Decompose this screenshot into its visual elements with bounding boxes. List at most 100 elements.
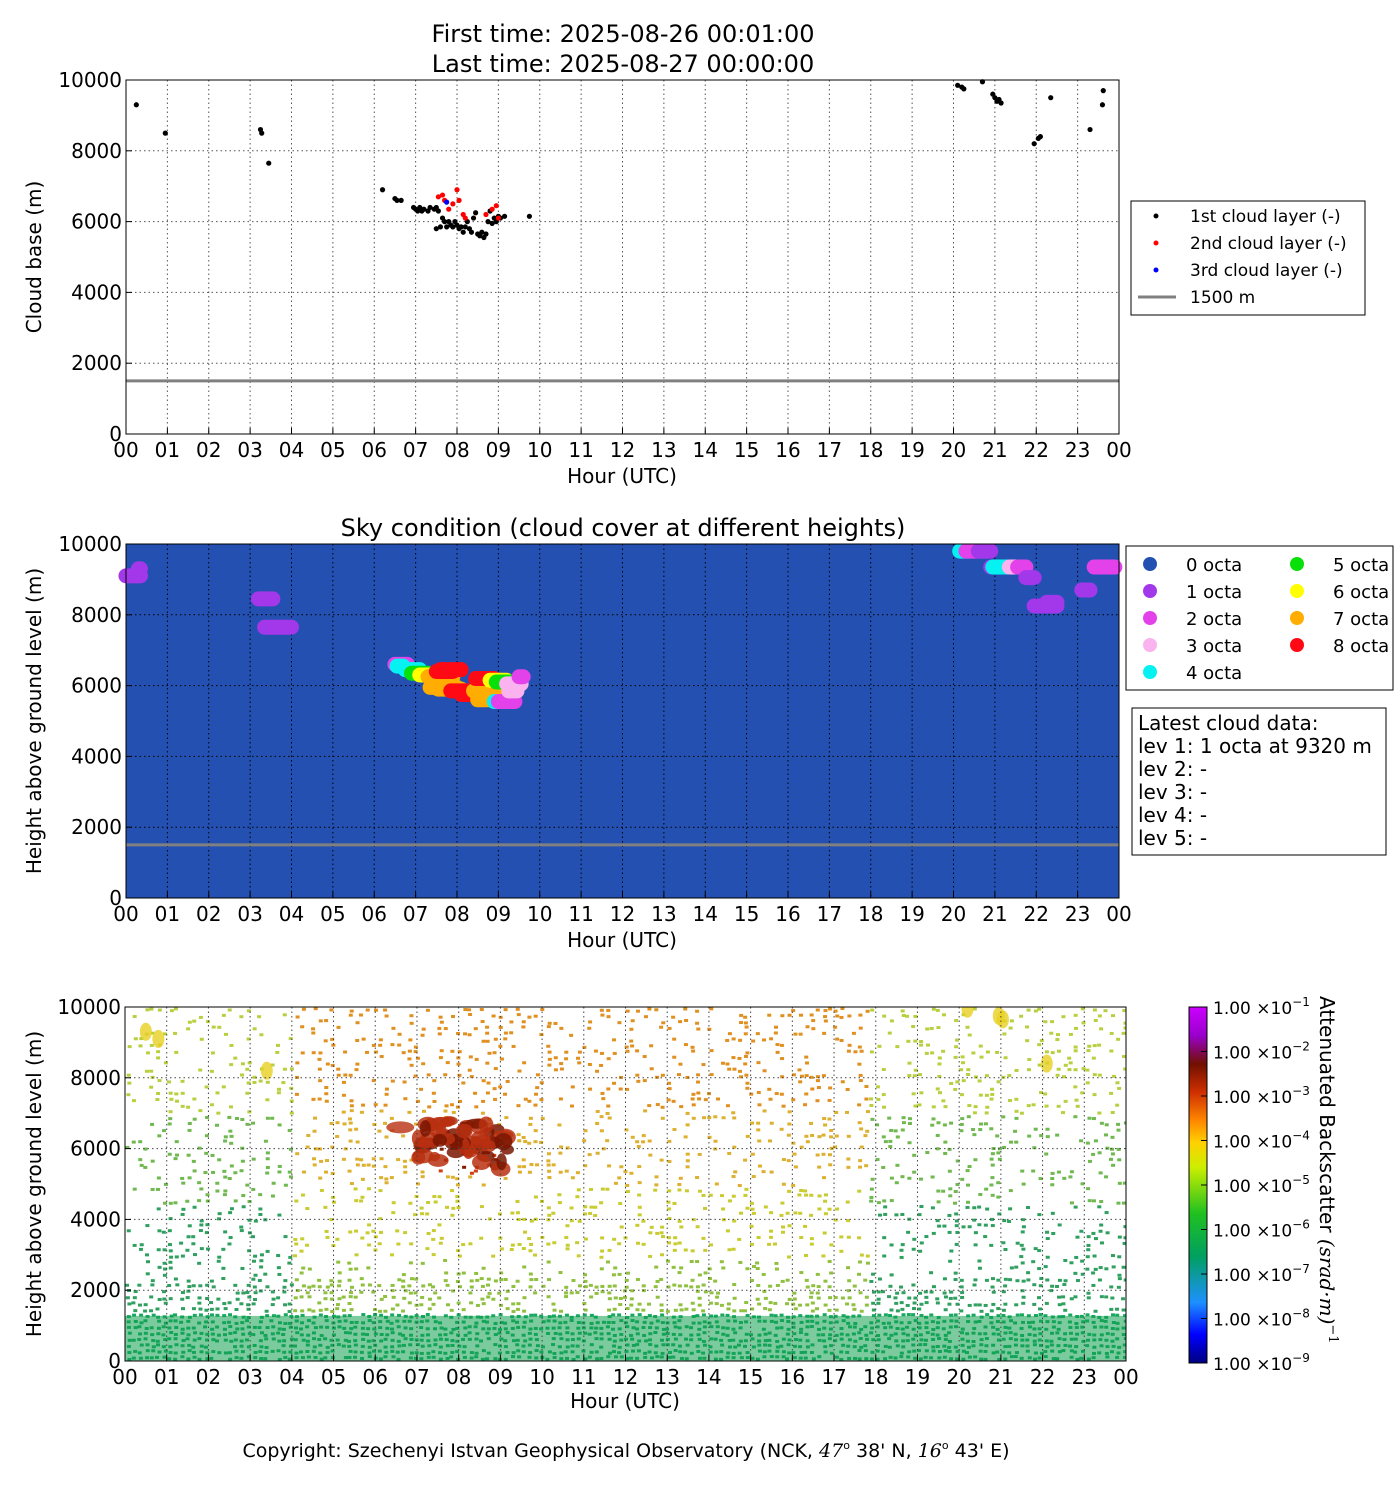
backscatter-cell bbox=[1093, 1237, 1098, 1241]
backscatter-cell bbox=[647, 1104, 652, 1108]
backscatter-cell bbox=[839, 1249, 844, 1253]
x-tick-label: 18 bbox=[863, 1365, 888, 1389]
backscatter-cell bbox=[227, 1177, 232, 1181]
backscatter-cell bbox=[930, 1123, 935, 1127]
backscatter-cell bbox=[1075, 1235, 1080, 1239]
backscatter-cell bbox=[877, 1313, 882, 1317]
backscatter-cell bbox=[180, 1104, 185, 1108]
backscatter-cell bbox=[186, 1105, 191, 1109]
backscatter-cell bbox=[785, 1211, 790, 1215]
backscatter-cell bbox=[516, 1302, 521, 1306]
x-tick-label: 21 bbox=[982, 902, 1007, 926]
backscatter-cell bbox=[606, 1015, 611, 1019]
backscatter-cell bbox=[611, 1313, 616, 1317]
backscatter-cell bbox=[145, 1253, 150, 1257]
backscatter-cell bbox=[564, 1169, 569, 1173]
backscatter-cell bbox=[191, 1235, 196, 1239]
backscatter-cell bbox=[487, 1051, 492, 1055]
backscatter-cell bbox=[690, 1249, 695, 1253]
backscatter-cell bbox=[1001, 1314, 1006, 1318]
backscatter-cell bbox=[209, 1069, 214, 1073]
backscatter-cell bbox=[383, 1121, 388, 1125]
backscatter-cell bbox=[1050, 1171, 1055, 1175]
backscatter-cell bbox=[131, 1140, 136, 1144]
backscatter-cell bbox=[131, 1301, 136, 1305]
backscatter-cell bbox=[582, 1139, 587, 1143]
backscatter-cell bbox=[437, 1195, 442, 1199]
cloud-backscatter-blob bbox=[455, 1123, 473, 1139]
backscatter-cell bbox=[1045, 1237, 1050, 1241]
backscatter-cell bbox=[504, 1297, 509, 1301]
backscatter-cell bbox=[575, 1056, 580, 1060]
backscatter-cell bbox=[301, 1266, 306, 1270]
backscatter-cell bbox=[179, 1241, 184, 1245]
backscatter-cell bbox=[288, 1037, 293, 1041]
backscatter-cell bbox=[894, 1301, 899, 1305]
backscatter-cell bbox=[396, 1313, 401, 1317]
backscatter-cell bbox=[907, 1176, 912, 1180]
cloud-base-point-layer1 bbox=[379, 187, 386, 193]
backscatter-cell bbox=[348, 1267, 353, 1271]
backscatter-cell bbox=[600, 1013, 605, 1017]
backscatter-cell bbox=[857, 1236, 862, 1240]
backscatter-cell bbox=[876, 1201, 881, 1205]
backscatter-cell bbox=[1069, 1201, 1074, 1205]
backscatter-cell bbox=[187, 1121, 192, 1125]
backscatter-cell bbox=[473, 1027, 478, 1031]
backscatter-cell bbox=[1061, 1111, 1066, 1115]
backscatter-cell bbox=[546, 1163, 551, 1167]
backscatter-cell bbox=[341, 1080, 346, 1084]
backscatter-cell bbox=[583, 1164, 588, 1168]
backscatter-cell bbox=[1020, 1289, 1025, 1293]
backscatter-cell bbox=[989, 1127, 994, 1131]
backscatter-cell bbox=[559, 1067, 564, 1071]
backscatter-cell bbox=[761, 1272, 766, 1276]
backscatter-cell bbox=[421, 1062, 426, 1066]
cloud-base-point-layer2 bbox=[435, 194, 441, 200]
backscatter-cell bbox=[1009, 1019, 1014, 1023]
backscatter-cell bbox=[264, 1309, 269, 1313]
cloud-base-point-layer1 bbox=[394, 197, 400, 203]
backscatter-cell bbox=[300, 1051, 305, 1055]
backscatter-cell bbox=[695, 1009, 700, 1013]
backscatter-cell bbox=[1099, 1241, 1104, 1245]
backscatter-cell bbox=[911, 1313, 916, 1317]
backscatter-cell bbox=[935, 1297, 940, 1301]
cloud-backscatter-blob bbox=[478, 1116, 494, 1134]
backscatter-cell bbox=[265, 1314, 270, 1318]
backscatter-cell bbox=[925, 1043, 930, 1047]
backscatter-cell bbox=[809, 1121, 814, 1125]
backscatter-cell bbox=[407, 1049, 412, 1053]
backscatter-cell bbox=[809, 1075, 814, 1079]
backscatter-cell bbox=[715, 1097, 720, 1101]
backscatter-cell bbox=[743, 1193, 748, 1197]
backscatter-cell bbox=[294, 1242, 299, 1246]
backscatter-cell bbox=[421, 1109, 426, 1113]
backscatter-cell bbox=[282, 1013, 287, 1017]
backscatter-cell bbox=[955, 1159, 960, 1163]
backscatter-cell bbox=[990, 1285, 995, 1289]
backscatter-cell bbox=[995, 1134, 1000, 1138]
backscatter-cell bbox=[371, 1043, 376, 1047]
backscatter-cell bbox=[343, 1050, 348, 1054]
backscatter-cell bbox=[1049, 1031, 1054, 1035]
backscatter-cell bbox=[762, 1109, 767, 1113]
backscatter-cell bbox=[959, 1309, 964, 1313]
backscatter-cell bbox=[659, 1277, 664, 1281]
backscatter-cell bbox=[600, 1290, 605, 1294]
backscatter-cell bbox=[727, 1032, 732, 1036]
backscatter-cell bbox=[1055, 1033, 1060, 1037]
backscatter-cell bbox=[485, 1039, 490, 1043]
backscatter-cell bbox=[391, 1295, 396, 1299]
backscatter-cell bbox=[696, 1091, 701, 1095]
backscatter-cell bbox=[907, 1061, 912, 1065]
backscatter-cell bbox=[349, 1181, 354, 1185]
copyright-footer: Copyright: Szechenyi Istvan Geophysical … bbox=[242, 1439, 1009, 1462]
backscatter-cell bbox=[731, 1247, 736, 1251]
backscatter-cell bbox=[457, 1099, 462, 1103]
backscatter-cell bbox=[667, 1159, 672, 1163]
backscatter-cell bbox=[767, 1308, 772, 1312]
backscatter-cell bbox=[348, 1128, 353, 1132]
backscatter-cell bbox=[935, 1087, 940, 1091]
backscatter-cell bbox=[601, 1097, 606, 1101]
